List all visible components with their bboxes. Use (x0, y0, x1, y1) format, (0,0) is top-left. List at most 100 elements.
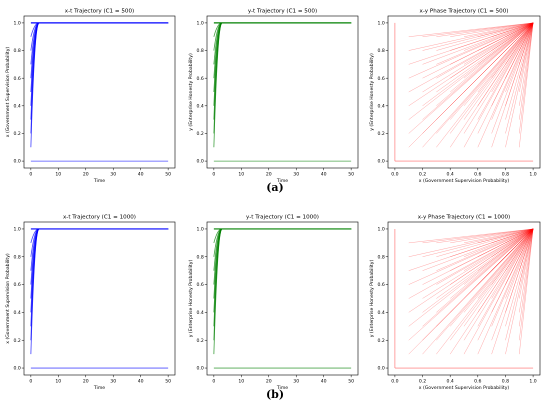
x-tick-label-2: 0.2 (419, 172, 426, 178)
phase-trajectory-77 (519, 22, 534, 93)
y-tick-label-3: 0.4 (13, 103, 20, 109)
x-tick-label-3: 20 (83, 379, 89, 385)
phase-trajectory-60 (491, 22, 534, 79)
phase-trajectory-18 (422, 22, 534, 37)
phase-trajectory-57 (491, 22, 534, 120)
y-axis-label: y (Enterprise Honesty Probability) (188, 53, 194, 131)
phase-trajectory-80 (519, 228, 534, 257)
phase-trajectory-37 (463, 228, 534, 355)
phase-trajectory-40 (463, 22, 534, 106)
phase-trajectory-60 (491, 228, 534, 285)
phase-trajectory-63 (491, 228, 534, 244)
phase-trajectory-25 (436, 228, 534, 271)
phase-trajectory-9 (408, 228, 534, 244)
phase-trajectory-13 (422, 22, 534, 107)
phase-trajectory-51 (477, 228, 534, 285)
phase-trajectory-46 (477, 228, 534, 355)
y-tick-label-5: 0.8 (377, 254, 384, 260)
phase-trajectory-45 (463, 22, 534, 37)
phase-trajectory-49 (477, 22, 534, 106)
phase-trajectory-28 (449, 228, 534, 355)
y-tick-label-3: 0.4 (377, 103, 384, 109)
y-axis-label: x (Government Supervision Probability) (5, 47, 11, 138)
x-tick-label-6: 50 (165, 172, 171, 178)
x-tick-label-3: 0.4 (447, 379, 454, 385)
phase-trajectory-40 (463, 228, 534, 313)
phase-trajectory-68 (505, 22, 534, 93)
phase-trajectory-54 (477, 228, 534, 244)
phase-trajectory-32 (450, 22, 534, 93)
phase-trajectory-58 (491, 228, 534, 313)
phase-trajectory-15 (422, 22, 534, 79)
x-tick-label-4: 30 (110, 379, 116, 385)
phase-trajectory-71 (505, 228, 534, 257)
phase-trajectory-78 (519, 22, 534, 79)
x-tick-label-2: 10 (55, 379, 61, 385)
phase-trajectory-67 (505, 228, 534, 313)
x-axis-label: Time (276, 385, 288, 391)
y-tick-label-6: 1.0 (13, 227, 20, 233)
phase-trajectory-42 (463, 22, 534, 79)
y-tick-label-4: 0.6 (196, 282, 203, 288)
phase-trajectory-37 (463, 22, 534, 148)
x-tick-label-5: 40 (138, 379, 144, 385)
x-tick-label-4: 30 (293, 379, 299, 385)
x-tick-label-5: 0.8 (502, 379, 509, 385)
x-tick-label-3: 20 (83, 172, 89, 178)
phase-trajectory-79 (519, 228, 534, 271)
phase-trajectory-24 (436, 22, 534, 79)
x-tick-label-6: 50 (348, 379, 354, 385)
phase-trajectory-48 (477, 22, 534, 120)
phase-trajectory-43 (463, 228, 534, 271)
phase-trajectory-5 (408, 22, 534, 93)
phase-trajectory-81 (519, 22, 534, 37)
phase-trajectory-15 (422, 228, 534, 285)
phase-trajectory-11 (422, 22, 534, 134)
chart-title: x-y Phase Trajectory (C1 = 1000) (418, 215, 511, 221)
phase-trajectory-23 (436, 22, 534, 93)
x-axis-label: x (Government Supervision Probability) (419, 178, 510, 184)
phase-trajectory-57 (491, 228, 534, 327)
phase-trajectory-70 (505, 22, 534, 65)
phase-trajectory-77 (519, 228, 534, 299)
y-tick-label-4: 0.6 (13, 76, 20, 82)
x-axis-label: Time (93, 178, 105, 184)
x-tick-label-2: 10 (238, 379, 244, 385)
phase-trajectory-26 (436, 22, 534, 51)
phase-trajectory-31 (450, 22, 534, 106)
phase-trajectory-3 (408, 22, 534, 120)
y-tick-label-2: 0.2 (377, 338, 384, 344)
phase-trajectory-61 (491, 228, 534, 271)
phase-trajectory-30 (449, 22, 534, 120)
phase-trajectory-19 (436, 22, 534, 148)
phase-trajectory-78 (519, 228, 534, 285)
phase-trajectory-46 (477, 22, 534, 148)
phase-trajectory-61 (491, 22, 534, 65)
phase-trajectory-79 (519, 22, 534, 65)
phase-trajectory-16 (422, 228, 534, 271)
phase-trajectory-62 (491, 228, 534, 257)
y-tick-label-4: 0.6 (377, 76, 384, 82)
phase-trajectory-47 (477, 22, 534, 134)
x-tick-label-2: 10 (55, 172, 61, 178)
phase-trajectory-43 (463, 22, 534, 65)
phase-trajectory-42 (463, 228, 534, 285)
phase-trajectory-11 (422, 228, 534, 341)
phase-trajectory-56 (491, 22, 534, 134)
phase-trajectory-53 (477, 228, 534, 257)
y-tick-label-1: 0.0 (13, 366, 20, 372)
phase-trajectory-1 (408, 228, 534, 355)
y-tick-label-2: 0.2 (377, 131, 384, 137)
phase-trajectory-73 (519, 228, 534, 355)
phase-trajectory-20 (436, 228, 534, 341)
phase-trajectory-4 (408, 22, 534, 107)
phase-trajectory-36 (450, 22, 534, 37)
phase-trajectory-35 (450, 228, 534, 258)
phase-trajectory-26 (436, 228, 534, 258)
x-axis-label: Time (93, 385, 105, 391)
phase-trajectory-81 (519, 228, 534, 244)
